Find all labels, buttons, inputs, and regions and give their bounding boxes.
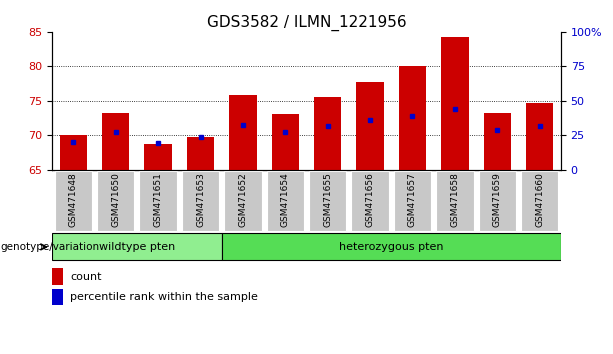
FancyBboxPatch shape [55,171,92,231]
Bar [102,113,129,170]
FancyBboxPatch shape [521,171,558,231]
Bar [314,97,341,170]
Bar [187,137,215,170]
Text: GSM471650: GSM471650 [111,172,120,227]
Bar [356,81,384,170]
Text: GSM471653: GSM471653 [196,172,205,227]
FancyBboxPatch shape [222,233,561,261]
FancyBboxPatch shape [394,171,431,231]
Bar [229,95,257,170]
FancyBboxPatch shape [182,171,219,231]
Text: wildtype pten: wildtype pten [99,242,175,252]
Bar [398,67,426,170]
Text: GSM471658: GSM471658 [451,172,459,227]
Text: percentile rank within the sample: percentile rank within the sample [70,292,258,302]
Text: genotype/variation: genotype/variation [0,242,99,252]
Bar [484,113,511,170]
Title: GDS3582 / ILMN_1221956: GDS3582 / ILMN_1221956 [207,14,406,30]
Text: count: count [70,272,101,282]
Bar [272,114,299,170]
Bar [144,144,172,170]
Text: GSM471648: GSM471648 [69,172,78,227]
FancyBboxPatch shape [267,171,304,231]
Bar [59,135,87,170]
Text: GSM471656: GSM471656 [365,172,375,227]
Text: GSM471651: GSM471651 [154,172,162,227]
Text: GSM471657: GSM471657 [408,172,417,227]
FancyBboxPatch shape [97,171,134,231]
FancyBboxPatch shape [351,171,389,231]
Text: GSM471655: GSM471655 [323,172,332,227]
Bar [441,38,469,170]
Bar [526,103,554,170]
Text: heterozygous pten: heterozygous pten [339,242,444,252]
Bar [52,268,63,285]
FancyBboxPatch shape [479,171,516,231]
FancyBboxPatch shape [52,233,222,261]
Bar [52,289,63,306]
FancyBboxPatch shape [224,171,262,231]
Text: GSM471652: GSM471652 [238,172,248,227]
FancyBboxPatch shape [309,171,346,231]
FancyBboxPatch shape [139,171,177,231]
FancyBboxPatch shape [436,171,474,231]
Text: GSM471659: GSM471659 [493,172,502,227]
Text: GSM471654: GSM471654 [281,172,290,227]
Text: GSM471660: GSM471660 [535,172,544,227]
